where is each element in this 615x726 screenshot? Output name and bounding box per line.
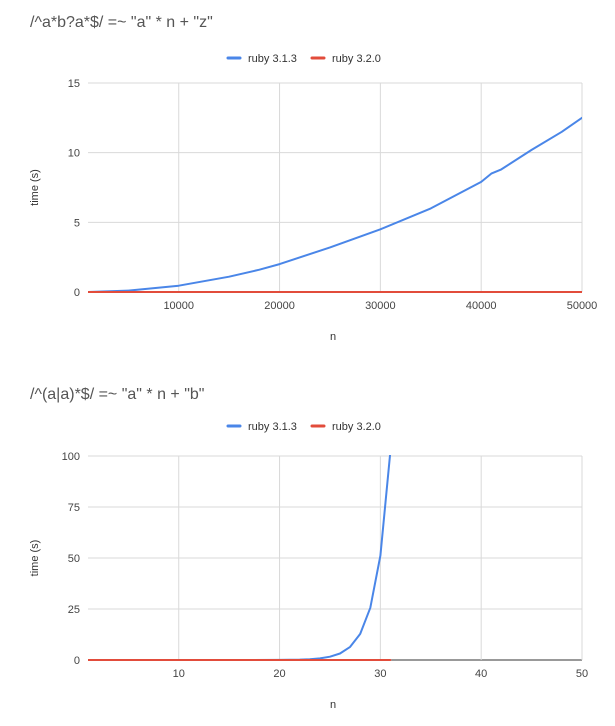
legend-label: ruby 3.2.0: [332, 53, 381, 65]
x-tick-label: 20: [273, 668, 285, 680]
legend-label: ruby 3.1.3: [248, 53, 297, 65]
legend-label: ruby 3.2.0: [332, 421, 381, 433]
y-tick-label: 10: [68, 148, 80, 160]
legend-label: ruby 3.1.3: [248, 421, 297, 433]
x-tick-label: 30000: [365, 300, 396, 312]
series-group: [88, 455, 392, 661]
legend: ruby 3.1.3 ruby 3.2.0: [226, 421, 381, 433]
chart-2: /^(a|a)*$/ =~ "a" * n + "b" 0 25 50 75 100 10…: [0, 370, 615, 726]
x-tick-label: 10: [173, 668, 185, 680]
series-line-ruby-3-1-3: [88, 455, 392, 661]
y-tick-label: 100: [62, 451, 80, 463]
y-axis-label: time (s): [29, 540, 41, 577]
chart-title: /^(a|a)*$/ =~ "a" * n + "b": [30, 386, 205, 403]
series-group: [88, 116, 582, 293]
x-tick-label: 50000: [567, 300, 598, 312]
x-tick-label: 20000: [264, 300, 295, 312]
x-tick-label: 30: [374, 668, 386, 680]
chart-title: /^a*b?a*$/ =~ "a" * n + "z": [30, 14, 213, 31]
chart-1: /^a*b?a*$/ =~ "a" * n + "z" 0 5 10 15 10000 2…: [0, 0, 615, 355]
x-tick-label: 40: [475, 668, 487, 680]
y-tick-label: 50: [68, 553, 80, 565]
y-tick-label: 25: [68, 604, 80, 616]
x-tick-label: 40000: [466, 300, 497, 312]
y-axis-label: time (s): [29, 169, 41, 206]
series-line-ruby-3-1-3: [88, 116, 582, 293]
chart-1-plot: 0 5 10 15 10000 20000 30000 40000 50000 n time (s)…: [29, 53, 598, 343]
y-tick-label: 0: [74, 655, 80, 667]
x-axis-label: n: [330, 699, 336, 711]
y-tick-label: 5: [74, 217, 80, 229]
x-axis-label: n: [330, 331, 336, 343]
y-tick-label: 15: [68, 78, 80, 90]
y-tick-label: 75: [68, 502, 80, 514]
x-tick-label: 10000: [163, 300, 194, 312]
y-tick-label: 0: [74, 287, 80, 299]
x-tick-label: 50: [576, 668, 588, 680]
legend: ruby 3.1.3 ruby 3.2.0: [226, 53, 381, 65]
